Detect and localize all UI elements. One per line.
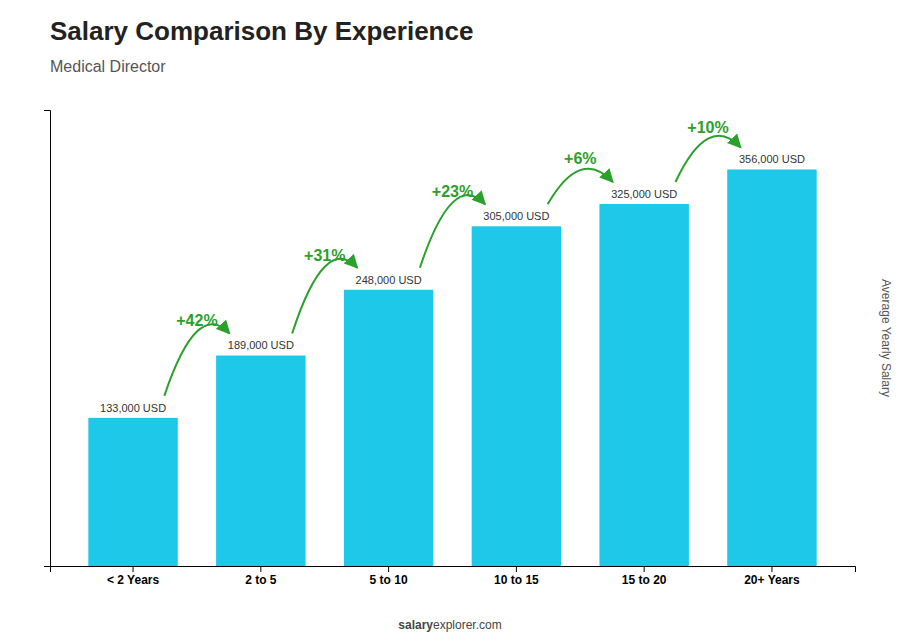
footer-part: explorer.com xyxy=(433,618,502,632)
subtitle: Medical Director xyxy=(50,58,166,75)
x-tick-label: < 2 Years xyxy=(107,573,159,587)
footer-part: salary xyxy=(398,618,433,632)
x-tick-mark xyxy=(516,566,517,572)
footer: salaryexplorer.com xyxy=(398,618,501,632)
change-arrow xyxy=(675,136,740,182)
x-tick: < 2 Years xyxy=(107,566,159,587)
x-tick-label: 10 to 15 xyxy=(494,573,539,587)
bar xyxy=(599,204,688,566)
x-tick: 20+ Years xyxy=(744,566,800,587)
data-label: 133,000 USD xyxy=(100,402,166,414)
x-tick: 2 to 5 xyxy=(245,566,277,587)
bar xyxy=(216,355,305,566)
x-axis-line xyxy=(51,567,856,573)
x-axis: < 2 Years 2 to 5 5 to 10 10 to 15 15 to 20 20… xyxy=(51,566,856,587)
data-labels: 133,000 USD 189,000 USD 248,000 USD 305,000… xyxy=(100,153,805,413)
change-label: +23% xyxy=(432,183,473,200)
x-tick-mark xyxy=(771,566,772,572)
data-label: 356,000 USD xyxy=(739,153,805,165)
x-tick: 10 to 15 xyxy=(494,566,539,587)
x-tick-mark xyxy=(133,566,134,572)
x-tick-label: 2 to 5 xyxy=(245,573,277,587)
data-label: 248,000 USD xyxy=(356,274,422,286)
x-tick-label: 20+ Years xyxy=(744,573,800,587)
data-label: 305,000 USD xyxy=(483,210,549,222)
x-tick-mark xyxy=(644,566,645,572)
bar xyxy=(472,226,561,566)
change-arrow xyxy=(164,324,229,396)
bar xyxy=(727,169,816,566)
change-arrow xyxy=(548,169,613,205)
change-label: +31% xyxy=(304,247,345,264)
x-tick-mark xyxy=(260,566,261,572)
x-tick: 5 to 10 xyxy=(370,566,408,587)
annotations: +42% +31% +23% +6% +10% xyxy=(164,119,740,396)
change-label: +42% xyxy=(176,312,217,329)
y-label: Average Yearly Salary xyxy=(879,279,893,397)
y-axis-line xyxy=(44,111,51,567)
change-label: +6% xyxy=(564,150,596,167)
x-tick-label: 15 to 20 xyxy=(622,573,667,587)
x-tick-label: 5 to 10 xyxy=(370,573,408,587)
change-arrow xyxy=(420,195,485,268)
bar xyxy=(344,290,433,566)
x-tick-mark xyxy=(388,566,389,572)
x-tick: 15 to 20 xyxy=(622,566,667,587)
title: Salary Comparison By Experience xyxy=(50,16,473,46)
data-label: 189,000 USD xyxy=(228,339,294,351)
chart: Salary Comparison By Experience Medical D… xyxy=(0,0,900,641)
data-label: 325,000 USD xyxy=(611,188,677,200)
change-label: +10% xyxy=(687,119,728,136)
y-axis xyxy=(44,111,51,567)
change-arrow xyxy=(292,259,357,334)
bar xyxy=(88,418,177,566)
bars xyxy=(88,169,816,566)
